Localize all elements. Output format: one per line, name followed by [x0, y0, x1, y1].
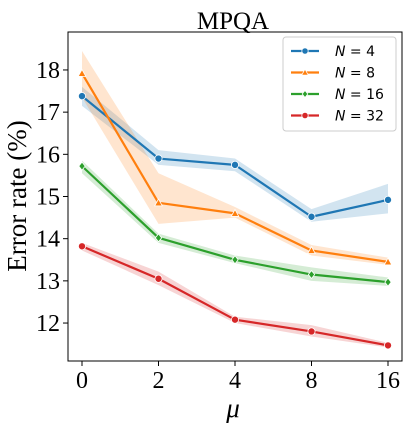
- series-1-point: [383, 195, 392, 204]
- series-2-point: [154, 198, 163, 207]
- series-2-point: [230, 208, 240, 217]
- series-4-point: [78, 242, 87, 251]
- x-tick-label: 4: [229, 368, 241, 394]
- legend-label: N = 8: [335, 66, 375, 82]
- series-4-point: [230, 315, 239, 324]
- series-3-point: [231, 255, 239, 265]
- y-tick-label: 16: [36, 142, 60, 168]
- series-1-band: [82, 86, 388, 222]
- series-4-point: [383, 341, 392, 350]
- y-tick-label: 17: [36, 100, 60, 126]
- series-4-point: [154, 274, 163, 283]
- series-2-point: [77, 68, 87, 77]
- chart-title: MPQA: [197, 8, 269, 35]
- x-tick-label: 0: [76, 368, 88, 394]
- x-tick-label: 8: [306, 368, 318, 394]
- legend-label: N = 4: [335, 44, 375, 60]
- series-1-point: [78, 92, 87, 101]
- legend-label: N = 16: [335, 87, 384, 103]
- series-2-point: [383, 257, 393, 266]
- series-1-point: [230, 160, 239, 169]
- y-tick-label: 14: [36, 227, 60, 253]
- series-1-point: [154, 154, 163, 163]
- y-tick-label: 15: [36, 185, 60, 211]
- x-axis-label: μ: [225, 393, 240, 423]
- series-4-point: [307, 327, 316, 336]
- legend: N = 4 N = 8 N = 16 N = 32: [282, 36, 397, 132]
- y-tick-label: 12: [36, 311, 60, 337]
- x-axis-ticks: 0 2 4 8 16: [76, 361, 400, 394]
- legend-marker: [301, 47, 309, 55]
- legend-box: [282, 36, 397, 132]
- legend-marker: [301, 89, 309, 99]
- x-tick-label: 16: [376, 368, 400, 394]
- series-4-band: [82, 242, 388, 348]
- y-axis-label: Error rate (%): [2, 120, 32, 271]
- legend-items: N = 4 N = 8 N = 16 N = 32: [291, 44, 384, 125]
- legend-marker: [300, 68, 310, 76]
- series-1-point: [307, 212, 316, 221]
- legend-label: N = 32: [335, 109, 384, 125]
- x-tick-label: 2: [153, 368, 165, 394]
- y-tick-label: 13: [36, 269, 60, 295]
- series-3-point: [384, 277, 392, 287]
- series-2-band: [82, 50, 388, 265]
- series-3-point: [154, 233, 163, 243]
- series-3-point: [78, 161, 86, 171]
- series-2-point: [307, 245, 316, 254]
- legend-marker: [301, 111, 309, 120]
- series-3-point: [307, 269, 316, 280]
- series-markers: [77, 68, 393, 350]
- y-tick-label: 18: [36, 58, 60, 84]
- y-axis-ticks: 12 13 14 15 16 17 18: [36, 58, 68, 337]
